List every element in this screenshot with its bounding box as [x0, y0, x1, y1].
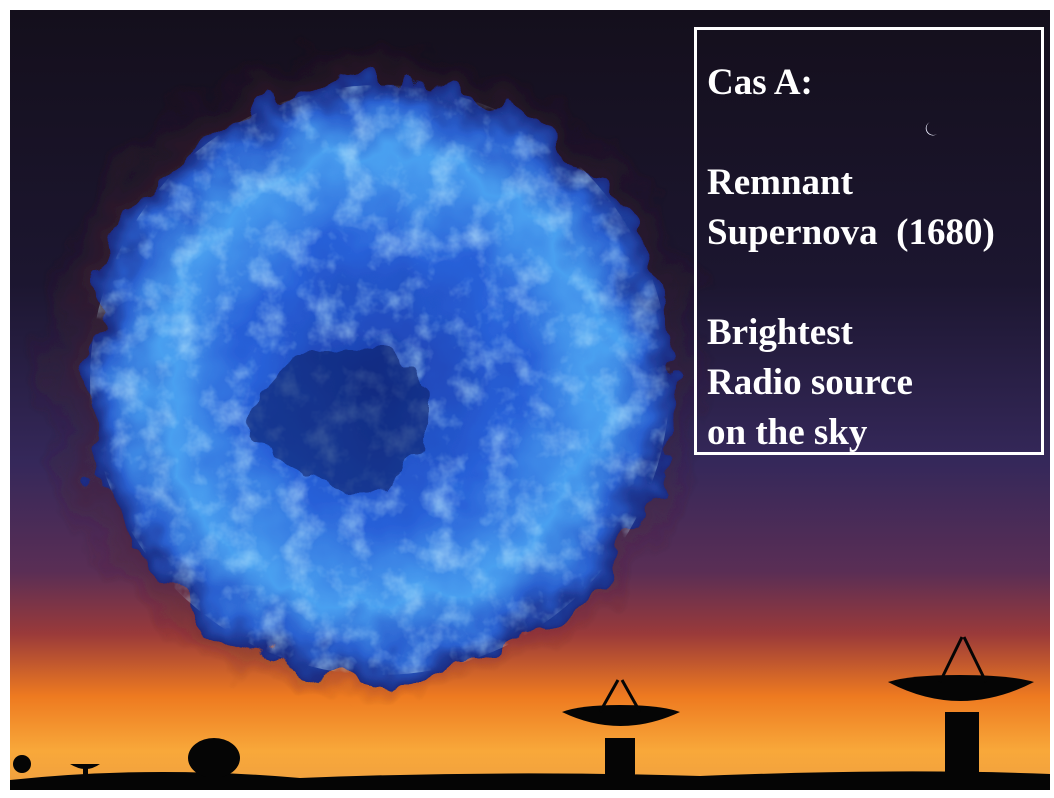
caption-line: on the sky [707, 408, 1041, 458]
caption-box: Cas A: Remnant Supernova (1680) Brightes… [694, 27, 1044, 455]
caption-title: Cas A: [707, 58, 1041, 108]
caption-line: Brightest [707, 308, 1041, 358]
page: Cas A: Remnant Supernova (1680) Brightes… [0, 0, 1054, 798]
caption-line: Radio source [707, 358, 1041, 408]
caption-line: Supernova (1680) [707, 208, 1041, 258]
caption-line: Remnant [707, 158, 1041, 208]
